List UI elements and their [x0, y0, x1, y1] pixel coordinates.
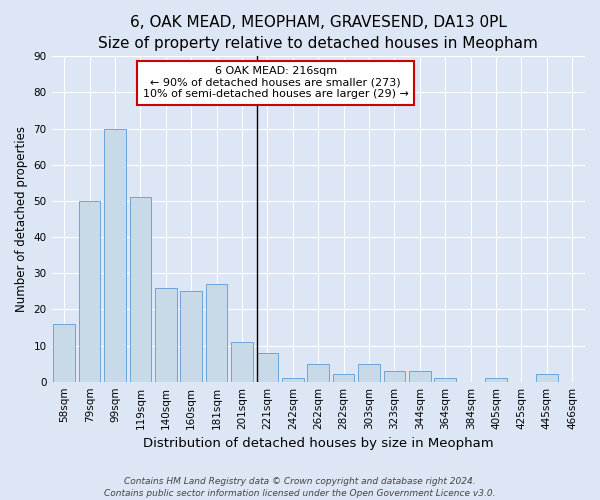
Bar	[231, 342, 253, 382]
Title: 6, OAK MEAD, MEOPHAM, GRAVESEND, DA13 0PL
Size of property relative to detached : 6, OAK MEAD, MEOPHAM, GRAVESEND, DA13 0P…	[98, 15, 538, 51]
X-axis label: Distribution of detached houses by size in Meopham: Distribution of detached houses by size …	[143, 437, 494, 450]
Bar	[536, 374, 557, 382]
Y-axis label: Number of detached properties: Number of detached properties	[15, 126, 28, 312]
Bar	[53, 324, 75, 382]
Bar	[282, 378, 304, 382]
Bar	[181, 292, 202, 382]
Bar	[358, 364, 380, 382]
Bar	[104, 128, 126, 382]
Bar	[257, 353, 278, 382]
Bar	[130, 198, 151, 382]
Text: 6 OAK MEAD: 216sqm
← 90% of detached houses are smaller (273)
10% of semi-detach: 6 OAK MEAD: 216sqm ← 90% of detached hou…	[143, 66, 409, 100]
Bar	[409, 371, 431, 382]
Bar	[485, 378, 507, 382]
Bar	[206, 284, 227, 382]
Bar	[383, 371, 405, 382]
Text: Contains HM Land Registry data © Crown copyright and database right 2024.
Contai: Contains HM Land Registry data © Crown c…	[104, 476, 496, 498]
Bar	[307, 364, 329, 382]
Bar	[333, 374, 355, 382]
Bar	[79, 201, 100, 382]
Bar	[155, 288, 176, 382]
Bar	[434, 378, 456, 382]
